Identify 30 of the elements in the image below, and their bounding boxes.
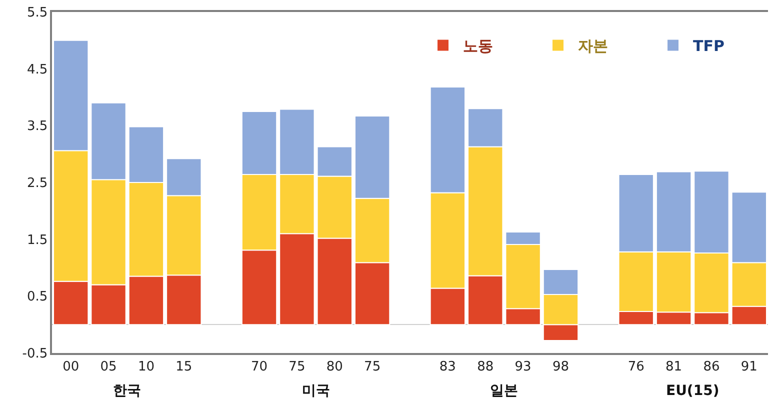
- x-tick-label: 75: [288, 359, 306, 374]
- y-tick-label: 4.5: [26, 62, 48, 78]
- x-tick-label: 93: [514, 359, 532, 374]
- x-tick-label: 70: [250, 359, 268, 374]
- x-tick-label: 83: [439, 359, 456, 374]
- y-tick-label: -0.5: [22, 346, 48, 362]
- x-tick-label: 80: [326, 359, 343, 374]
- x-tick-label: 81: [666, 359, 682, 374]
- text: EU(15): [666, 383, 720, 399]
- y-tick-label: 3.5: [26, 119, 48, 134]
- x-tick-label: 76: [628, 359, 644, 374]
- x-tick-label: 88: [477, 359, 494, 374]
- x-tick-label: 00: [62, 359, 80, 374]
- text: 일본: [490, 383, 518, 399]
- y-tick-label: 5.5: [26, 6, 48, 21]
- x-tick-label: 91: [740, 359, 758, 374]
- text: 한국: [113, 383, 141, 399]
- legend-label: 노동: [463, 37, 493, 56]
- y-tick-label: 0.5: [26, 290, 48, 305]
- text: 미국: [302, 383, 330, 399]
- legend-label: 자본: [578, 37, 608, 56]
- y-tick-label: 2.5: [26, 176, 48, 192]
- legend-label: TFP: [693, 37, 724, 56]
- y-tick-label: 1.5: [26, 232, 48, 248]
- x-tick-label: 05: [100, 359, 117, 374]
- x-tick-label: 75: [364, 359, 381, 374]
- x-tick-label: 98: [552, 359, 570, 374]
- x-tick-label: 15: [176, 359, 192, 374]
- x-tick-label: 86: [703, 359, 720, 374]
- x-tick-label: 10: [138, 359, 154, 374]
